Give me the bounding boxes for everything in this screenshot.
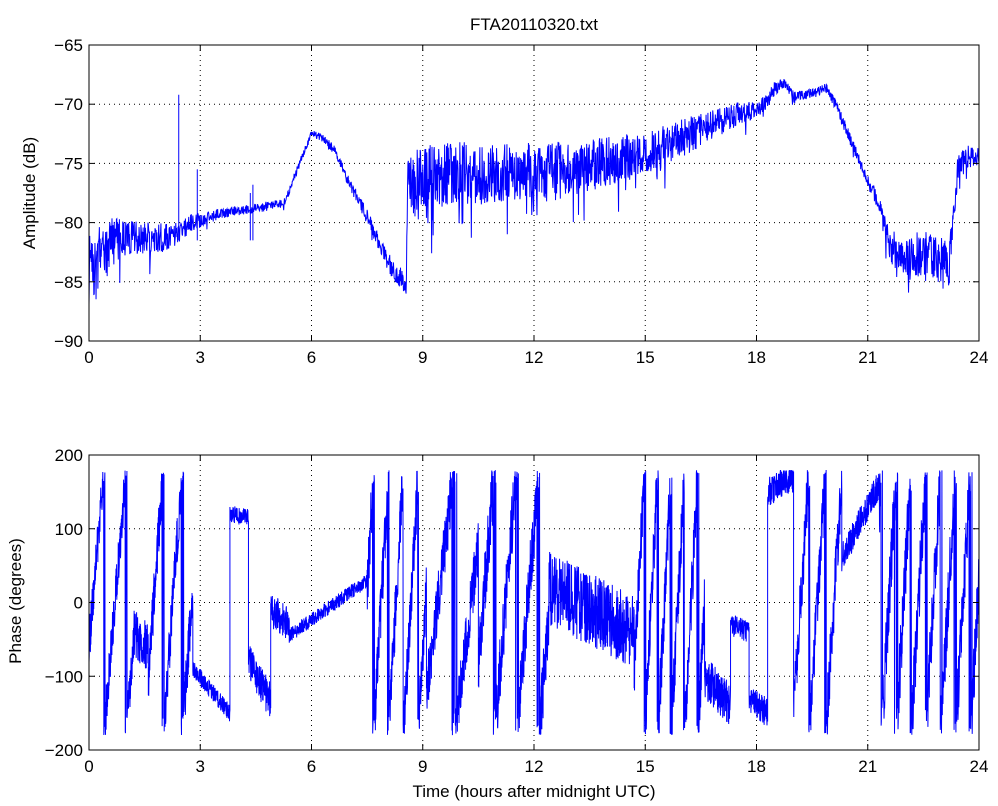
x-tick-label: 24 — [970, 348, 989, 367]
y-tick-label: 200 — [55, 446, 83, 465]
x-tick-label: 6 — [307, 757, 316, 776]
y-tick-label: −75 — [54, 154, 83, 173]
amplitude-trace — [88, 78, 980, 305]
amplitude-ticks: 0 3 6 9 12 15 18 21 24 −90 −85 −80 −75 −70 −65 — [54, 36, 988, 367]
x-tick-label: 3 — [196, 348, 205, 367]
x-tick-label: 0 — [84, 348, 93, 367]
y-tick-label: −80 — [54, 214, 83, 233]
x-tick-label: 3 — [196, 757, 205, 776]
y-tick-label: −100 — [45, 667, 83, 686]
series-line — [88, 78, 980, 305]
chart-title: FTA20110320.txt — [470, 15, 598, 34]
y-tick-label: −85 — [54, 273, 83, 292]
phase-axes-box — [88, 454, 980, 751]
x-tick-label: 15 — [636, 348, 655, 367]
amplitude-plot: FTA20110320.txt Amplitude (dB) 0 3 6 9 12 15 1… — [20, 15, 988, 367]
x-tick-label: 21 — [858, 757, 877, 776]
y-tick-label: 100 — [55, 520, 83, 539]
x-tick-label: 18 — [747, 757, 766, 776]
phase-ticks: 0 3 6 9 12 15 18 21 24 −200 −100 0 100 200 — [45, 446, 989, 776]
x-tick-label: 12 — [525, 757, 544, 776]
amplitude-axes-box — [88, 44, 980, 342]
y-tick-label: −65 — [54, 36, 83, 55]
x-tick-label: 24 — [970, 757, 989, 776]
x-tick-label: 12 — [525, 348, 544, 367]
x-tick-label: 18 — [747, 348, 766, 367]
x-tick-label: 9 — [418, 757, 427, 776]
x-tick-label: 9 — [418, 348, 427, 367]
amplitude-y-axis-label: Amplitude (dB) — [20, 137, 39, 249]
x-tick-label: 6 — [307, 348, 316, 367]
phase-trace — [88, 469, 980, 736]
x-tick-label: 0 — [84, 757, 93, 776]
time-x-axis-label: Time (hours after midnight UTC) — [412, 782, 655, 801]
phase-plot: Phase (degrees) Time (hours after midnig… — [6, 446, 988, 801]
y-tick-label: 0 — [74, 594, 83, 613]
y-tick-label: −90 — [54, 332, 83, 351]
x-tick-label: 21 — [858, 348, 877, 367]
phase-y-axis-label: Phase (degrees) — [6, 538, 25, 664]
x-tick-label: 15 — [636, 757, 655, 776]
y-tick-label: −200 — [45, 741, 83, 760]
y-tick-label: −70 — [54, 95, 83, 114]
series-line — [88, 469, 980, 736]
